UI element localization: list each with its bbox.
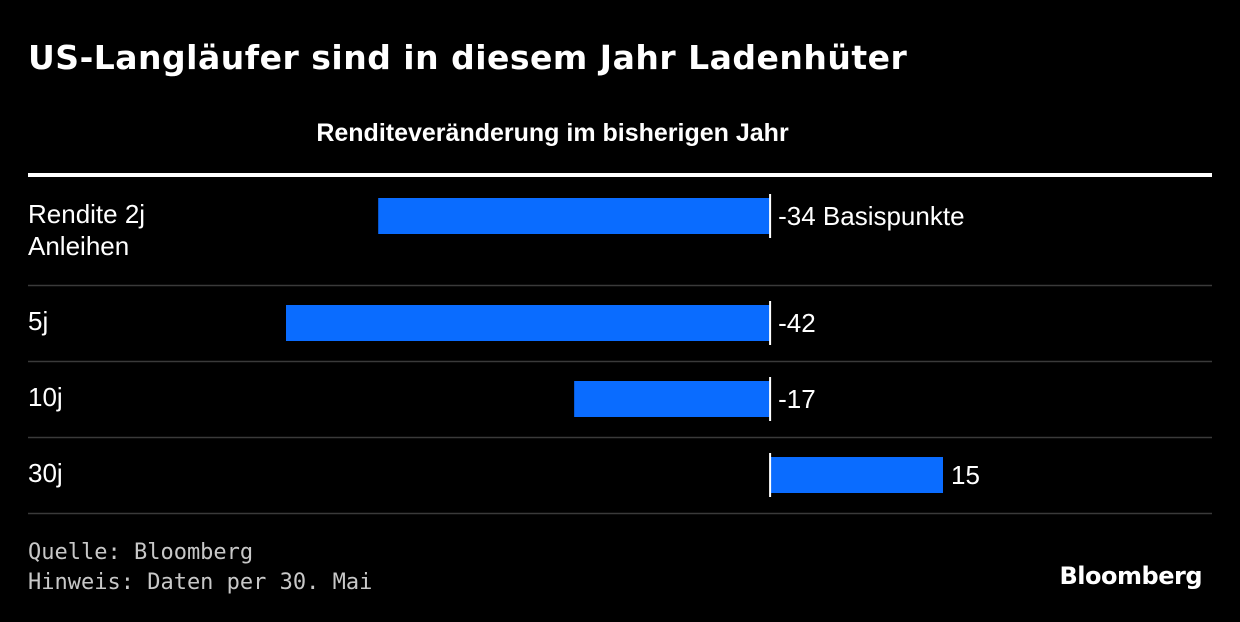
bar — [770, 457, 943, 493]
value-label: -34 Basispunkte — [778, 201, 964, 231]
source-note: Quelle: Bloomberg — [28, 540, 254, 565]
category-label: 10j — [28, 382, 63, 412]
value-label: -42 — [778, 308, 816, 338]
bar — [286, 305, 771, 341]
value-label: -17 — [778, 384, 816, 414]
category-label: Anleihen — [28, 231, 129, 261]
chart-title: US-Langläufer sind in diesem Jahr Ladenh… — [28, 38, 908, 77]
category-label: 30j — [28, 458, 63, 488]
category-label: Rendite 2j — [28, 199, 145, 229]
value-label: 15 — [951, 460, 980, 490]
category-label: 5j — [28, 306, 48, 336]
chart-subtitle: Renditeveränderung im bisherigen Jahr — [316, 119, 789, 147]
bar — [574, 381, 771, 417]
footer: Quelle: Bloomberg Hinweis: Daten per 30.… — [28, 538, 372, 598]
bloomberg-logo: Bloomberg — [1059, 562, 1203, 590]
data-note: Hinweis: Daten per 30. Mai — [28, 570, 373, 595]
bar — [378, 198, 771, 234]
top-rule — [28, 173, 1212, 177]
